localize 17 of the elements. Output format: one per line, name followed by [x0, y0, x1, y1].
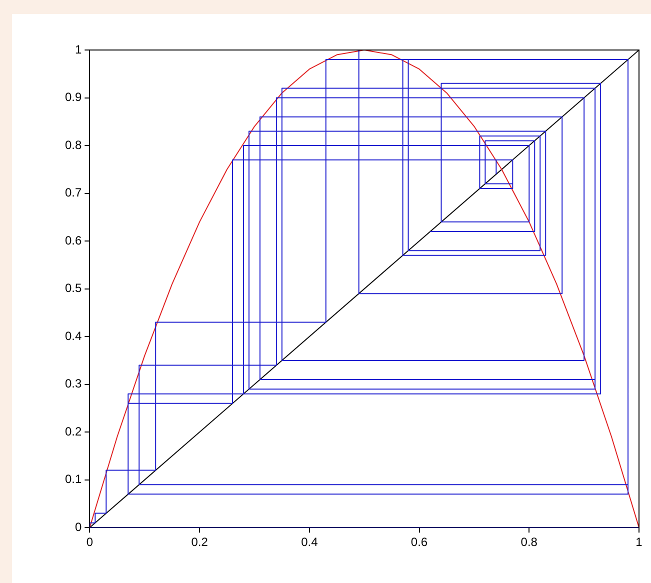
y-tick-label: 1 [74, 42, 82, 56]
x-tick-label: 0.8 [520, 535, 538, 550]
y-tick-label: 0 [74, 520, 82, 534]
y-tick-label: 0.7 [64, 186, 82, 200]
y-tick-label: 0.8 [64, 138, 82, 152]
y-tick-label: 0.1 [64, 472, 82, 486]
x-tick-label: 0.2 [191, 535, 208, 550]
y-tick-label: 0.4 [64, 328, 82, 343]
y-tick-label: 0.6 [64, 233, 82, 248]
x-tick-label: 0.4 [301, 535, 318, 550]
x-tick-label: 0.6 [410, 535, 428, 550]
y-tick-label: 0.2 [64, 424, 82, 438]
x-tick-label: 1 [636, 535, 643, 550]
x-tick-label: 0 [86, 535, 94, 550]
y-tick-label: 0.9 [64, 90, 82, 104]
y-tick-label: 0.3 [64, 376, 82, 391]
y-tick-label: 0.5 [64, 281, 82, 296]
